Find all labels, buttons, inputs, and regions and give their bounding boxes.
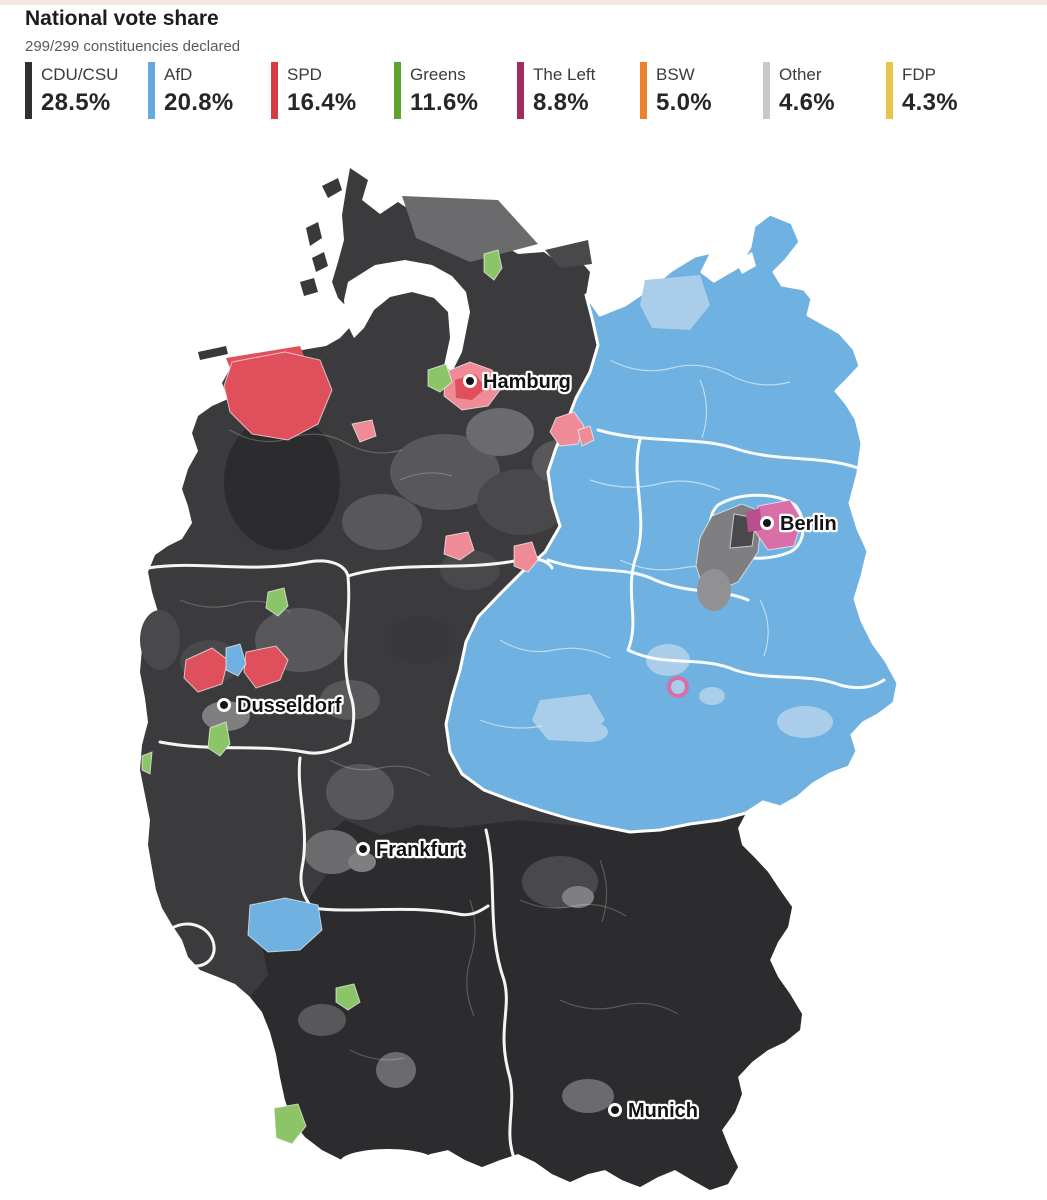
- city-label: Munich: [628, 1100, 698, 1122]
- berlin-cluster: [667, 499, 803, 698]
- greens-constituencies: [141, 249, 503, 1145]
- legend-item-greens: Greens 11.6%: [394, 62, 517, 119]
- party-color-swatch: [271, 62, 278, 119]
- map-region-south-dark: [250, 813, 802, 1190]
- party-name: BSW: [656, 65, 695, 84]
- party-name: CDU/CSU: [41, 65, 119, 84]
- party-color-swatch: [148, 62, 155, 119]
- city-marker-munich: Munich: [608, 1098, 700, 1124]
- city-dot: [356, 842, 370, 856]
- city-label: Berlin: [780, 513, 837, 535]
- party-color-swatch: [763, 62, 770, 119]
- legend-item-spd: SPD 16.4%: [271, 62, 394, 119]
- party-color-swatch: [517, 62, 524, 119]
- legend-item-afd: AfD 20.8%: [148, 62, 271, 119]
- party-share: 11.6%: [410, 88, 479, 116]
- party-name: SPD: [287, 65, 322, 84]
- party-name: The Left: [533, 65, 596, 84]
- city-marker-frankfurt: Frankfurt: [356, 837, 466, 863]
- left-ring-constituency: [667, 676, 689, 698]
- city-label: Frankfurt: [376, 839, 464, 861]
- party-color-swatch: [25, 62, 32, 119]
- city-dot: [463, 374, 477, 388]
- constituency-borders-west: [179, 429, 679, 1061]
- legend-item-the-left: The Left 8.8%: [517, 62, 640, 119]
- city-label: Dusseldorf: [237, 695, 342, 717]
- party-share: 8.8%: [533, 88, 589, 116]
- party-share: 20.8%: [164, 88, 234, 116]
- spd-constituencies: [183, 346, 595, 693]
- party-share: 28.5%: [41, 88, 111, 116]
- ruegen-water-notch: [736, 252, 756, 274]
- city-label: Hamburg: [483, 371, 571, 393]
- afd-west-constituencies: [225, 643, 323, 953]
- city-dot: [217, 698, 231, 712]
- legend-item-bsw: BSW 5.0%: [640, 62, 763, 119]
- header: National vote share 299/299 constituenci…: [25, 7, 240, 55]
- vote-share-legend: CDU/CSU 28.5% AfD 20.8% SPD 16.4% Greens…: [25, 62, 1009, 119]
- party-color-swatch: [886, 62, 893, 119]
- north-sea-bight: [344, 260, 470, 372]
- top-accent-strip: [0, 0, 1047, 5]
- legend-item-fdp: FDP 4.3%: [886, 62, 1009, 119]
- coastal-islands: [198, 178, 342, 360]
- party-share: 4.3%: [902, 88, 958, 116]
- city-markers: Hamburg Berlin Dusseldorf Frankfurt Muni…: [217, 369, 839, 1124]
- party-name: FDP: [902, 65, 936, 84]
- city-dot: [760, 516, 774, 530]
- party-name: Greens: [410, 65, 466, 84]
- party-name: Other: [779, 65, 822, 84]
- legend-item-other: Other 4.6%: [763, 62, 886, 119]
- party-share: 5.0%: [656, 88, 712, 116]
- declared-status-text: 299/299 constituencies declared: [25, 38, 241, 55]
- legend-item-cdu-csu: CDU/CSU 28.5%: [25, 62, 148, 119]
- city-dot: [608, 1103, 622, 1117]
- city-marker-dusseldorf: Dusseldorf: [217, 693, 344, 719]
- city-marker-berlin: Berlin: [760, 511, 839, 537]
- party-share: 16.4%: [287, 88, 357, 116]
- party-name: AfD: [164, 65, 193, 84]
- party-color-swatch: [394, 62, 401, 119]
- city-marker-hamburg: Hamburg: [463, 369, 573, 395]
- party-color-swatch: [640, 62, 647, 119]
- lake-constance: [340, 1149, 436, 1175]
- party-share: 4.6%: [779, 88, 835, 116]
- page-title: National vote share: [25, 7, 219, 30]
